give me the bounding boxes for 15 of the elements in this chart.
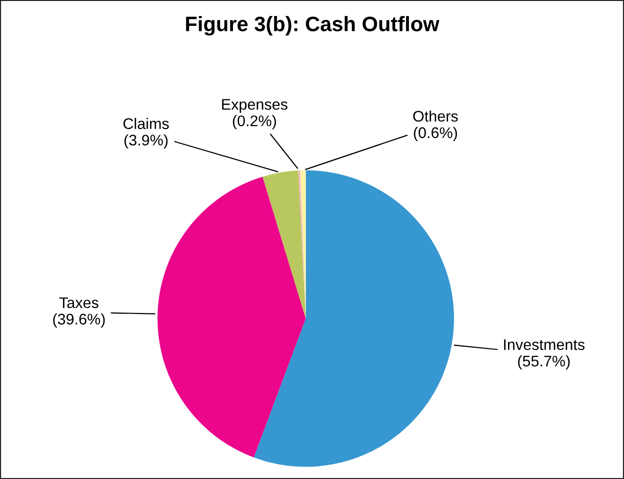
slice-label: Expenses [222, 99, 288, 113]
pie-slice [158, 176, 306, 458]
slice-label: Investments [504, 339, 585, 350]
slice-label: Claims [123, 118, 169, 130]
data-label: (0.6%) [414, 126, 457, 142]
chart-title: Figure 3(b): Cash Outflow [186, 16, 440, 36]
data-label: (39.6%) [53, 313, 105, 328]
slice-label: Taxes [59, 297, 98, 308]
pie-slice [262, 170, 306, 319]
slice-label: Others [413, 110, 458, 122]
data-label: (0.2%) [232, 115, 276, 130]
pie-slice [300, 170, 306, 319]
pie-slice [254, 170, 454, 467]
data-label: (3.9%) [124, 134, 168, 149]
data-label: (55.7%) [518, 355, 570, 370]
